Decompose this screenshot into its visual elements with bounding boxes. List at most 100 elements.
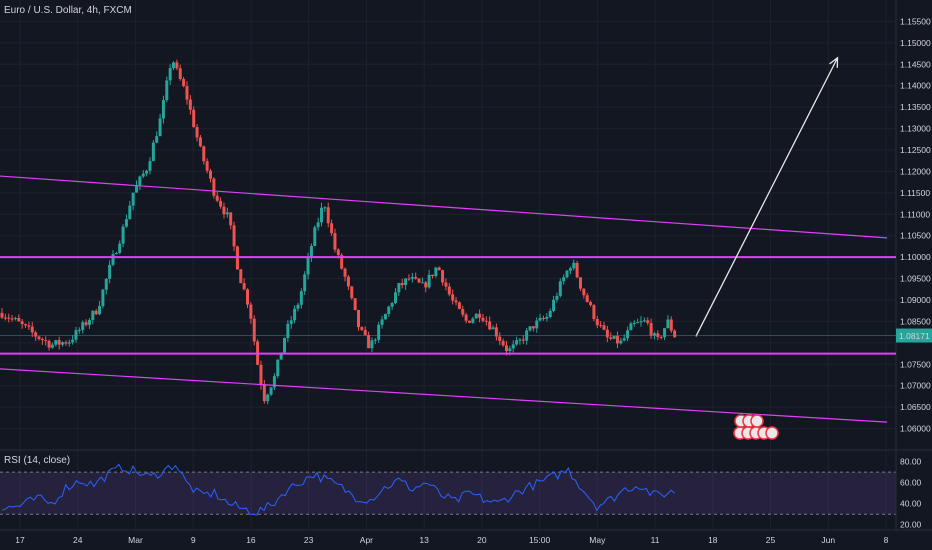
candle-body (353, 298, 357, 310)
candle-body (225, 212, 229, 215)
candle-body (575, 262, 579, 278)
candle-body (652, 333, 656, 336)
time-tick-label: 11 (651, 535, 660, 545)
candle-body (71, 339, 75, 343)
time-tick-label: 20 (477, 535, 487, 545)
candle-body (40, 338, 44, 341)
candle-body (91, 310, 95, 321)
candle-body (242, 283, 246, 290)
candle-body (219, 200, 223, 207)
price-tick-label: 1.12500 (900, 145, 931, 155)
rsi-tick-label: 60.00 (900, 478, 922, 488)
candle-body (367, 334, 371, 349)
candle-body (427, 274, 431, 288)
candle-body (562, 277, 566, 282)
candle-body (0, 312, 4, 318)
rsi-tick-label: 20.00 (900, 520, 922, 530)
candle-body (239, 269, 243, 284)
candle-body (320, 207, 324, 223)
candle-body (94, 310, 98, 315)
candle-body (521, 339, 525, 341)
price-tick-label: 1.13500 (900, 102, 931, 112)
candle-body (612, 335, 616, 339)
candle-body (646, 320, 650, 324)
candle-body (494, 327, 498, 337)
candle-body (299, 291, 303, 305)
candle-body (467, 320, 471, 323)
candle-body (451, 294, 455, 301)
price-tick-label: 1.14000 (900, 81, 931, 91)
price-tick-label: 1.13000 (900, 124, 931, 134)
candle-body (20, 321, 24, 325)
candle-body (498, 336, 502, 341)
candle-body (639, 321, 643, 323)
candle-body (336, 249, 340, 256)
trendline (0, 368, 888, 423)
candle-body (424, 282, 428, 288)
candle-body (602, 325, 606, 330)
candle-body (151, 142, 155, 162)
candle-body (135, 185, 139, 193)
candle-body (454, 300, 458, 303)
candle-body (158, 118, 162, 137)
candle-body (84, 322, 88, 325)
candle-body (397, 283, 401, 293)
candle-body (377, 324, 381, 340)
candle-body (47, 340, 51, 348)
time-tick-label: 18 (708, 535, 718, 545)
candle-body (407, 278, 411, 280)
candle-body (441, 270, 445, 283)
time-tick-label: 16 (246, 535, 256, 545)
candle-body (178, 68, 182, 79)
time-tick-label: 8 (884, 535, 889, 545)
candle-body (54, 340, 58, 345)
candle-body (508, 348, 512, 352)
candle-body (370, 340, 374, 349)
candle-body (478, 313, 482, 318)
trendline (0, 175, 888, 239)
candle-body (3, 317, 7, 319)
candle-body (380, 319, 384, 325)
candle-body (609, 337, 613, 339)
candle-body (259, 364, 263, 385)
candle-body (269, 387, 273, 395)
candle-body (357, 309, 361, 328)
candle-body (10, 318, 14, 320)
price-tick-label: 1.08500 (900, 316, 931, 326)
candle-body (279, 352, 283, 360)
candle-body (447, 286, 451, 295)
candle-body (538, 317, 542, 321)
candle-body (175, 62, 179, 69)
candle-body (599, 325, 603, 327)
time-tick-label: 25 (766, 535, 776, 545)
candle-body (589, 302, 593, 306)
candle-body (383, 313, 387, 320)
candle-body (30, 326, 34, 333)
candle-body (387, 306, 391, 314)
candle-body (404, 278, 408, 286)
candle-body (629, 323, 633, 331)
candle-body (198, 137, 202, 147)
candle-body (172, 62, 176, 69)
last-price-tag (896, 328, 932, 343)
candle-body (87, 320, 91, 325)
candle-body (37, 336, 41, 339)
candle-body (572, 262, 576, 269)
candle-body (360, 327, 364, 330)
candle-body (481, 317, 485, 321)
candle-body (663, 328, 667, 338)
candle-body (44, 340, 48, 342)
time-tick-label: 24 (73, 535, 83, 545)
candle-body (461, 308, 465, 315)
candle-body (34, 332, 38, 337)
user-avatars (733, 414, 779, 440)
candle-body (619, 340, 623, 344)
projection-arrow-line (695, 57, 839, 337)
rsi-tick-label: 80.00 (900, 457, 922, 467)
candle-body (528, 326, 532, 331)
candle-body (535, 320, 539, 329)
candle-body (289, 320, 293, 324)
candle-body (101, 289, 105, 307)
candle-body (296, 304, 300, 309)
